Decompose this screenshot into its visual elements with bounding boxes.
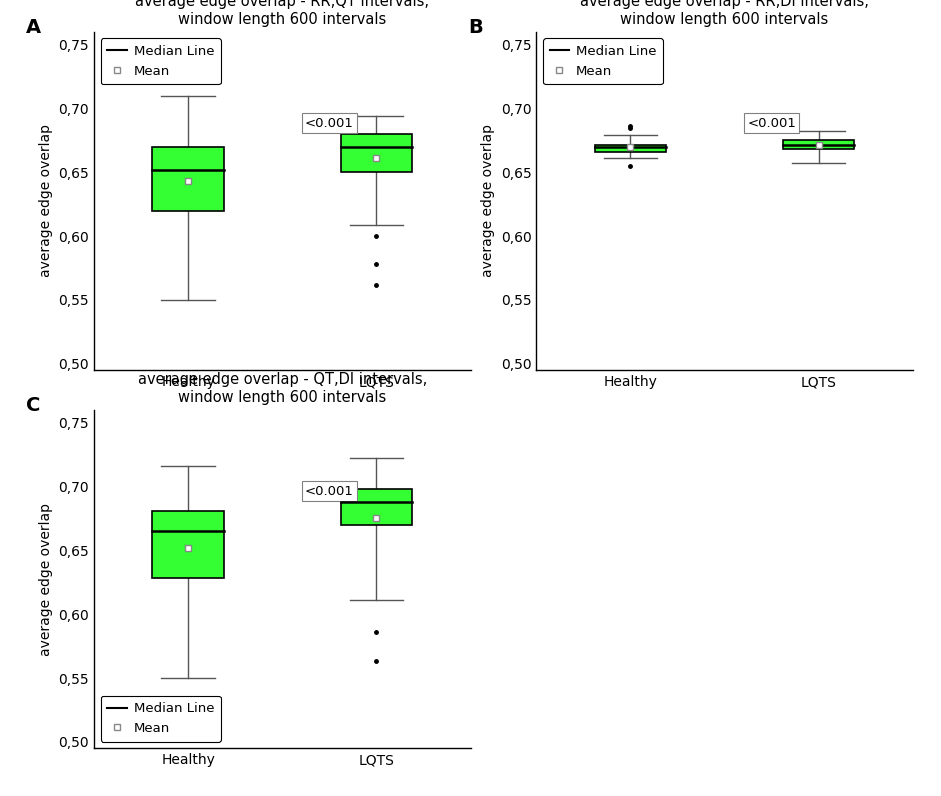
Title: average edge overlap - RR,DI intervals,
window length 600 intervals: average edge overlap - RR,DI intervals, … [581,0,869,26]
Bar [783,140,854,150]
Bar [152,511,224,579]
Title: average edge overlap - RR,QT intervals,
window length 600 intervals: average edge overlap - RR,QT intervals, … [136,0,429,26]
Y-axis label: average edge overlap: average edge overlap [481,124,495,278]
Bar [595,145,666,153]
Title: average edge overlap - QT,DI intervals,
window length 600 intervals: average edge overlap - QT,DI intervals, … [137,373,427,404]
Text: <0.001: <0.001 [747,117,796,130]
Legend: Median Line, Mean: Median Line, Mean [543,38,663,84]
Text: A: A [26,18,41,37]
Bar [341,134,412,172]
Text: B: B [469,18,484,37]
Y-axis label: average edge overlap: average edge overlap [39,124,53,278]
Text: <0.001: <0.001 [305,485,354,498]
Legend: Median Line, Mean: Median Line, Mean [101,38,221,84]
Legend: Median Line, Mean: Median Line, Mean [101,696,221,742]
Y-axis label: average edge overlap: average edge overlap [39,502,53,656]
Bar [152,146,224,211]
Text: <0.001: <0.001 [305,117,354,130]
Text: C: C [26,396,40,416]
Bar [341,489,412,525]
